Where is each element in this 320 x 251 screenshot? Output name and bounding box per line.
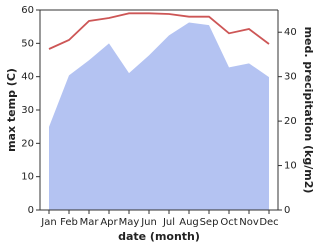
x-tick-label: Jan bbox=[40, 217, 56, 228]
y-tick-label: 10 bbox=[21, 172, 34, 183]
x-axis-label: date (month) bbox=[118, 230, 200, 243]
x-tick-label: Nov bbox=[239, 217, 259, 228]
y2-tick-label: 30 bbox=[284, 72, 297, 83]
y2-axis-label: med. precipitation (kg/m2) bbox=[302, 27, 315, 194]
y2-tick-label: 0 bbox=[284, 205, 290, 216]
x-tick-label: Sep bbox=[200, 217, 219, 228]
y-axis-label: max temp (C) bbox=[5, 68, 18, 152]
temp-line bbox=[48, 12, 270, 50]
x-tick-label: Aug bbox=[179, 217, 199, 228]
plot-area: 0 10 20 30 40 50 60 0 10 20 30 40 Jan Feb Mar Apr May Jun… bbox=[21, 5, 296, 228]
y2-tick-label: 10 bbox=[284, 161, 297, 172]
y-tick-label: 20 bbox=[21, 138, 34, 149]
x-tick-label: Jul bbox=[162, 217, 175, 228]
x-tick-label: Jun bbox=[140, 217, 157, 228]
x-tick-label: Dec bbox=[259, 217, 278, 228]
x-tick-label: May bbox=[119, 217, 140, 228]
y-tick-label: 50 bbox=[21, 38, 34, 49]
y-tick-label: 60 bbox=[21, 5, 34, 16]
chart: 0 10 20 30 40 50 60 0 10 20 30 40 Jan Feb Mar Apr May Jun… bbox=[5, 5, 315, 243]
y-tick-label: 30 bbox=[21, 105, 34, 116]
y-tick-label: 0 bbox=[28, 205, 34, 216]
precipitation-area bbox=[49, 22, 269, 211]
x-tick-label: Feb bbox=[60, 217, 78, 228]
x-tick-label: Mar bbox=[80, 217, 100, 228]
y2-tick-label: 20 bbox=[284, 116, 297, 127]
y2-tick-label: 40 bbox=[284, 27, 297, 38]
y-tick-label: 40 bbox=[21, 72, 34, 83]
x-tick-label: Oct bbox=[220, 217, 237, 228]
x-tick-label: Apr bbox=[100, 217, 118, 228]
